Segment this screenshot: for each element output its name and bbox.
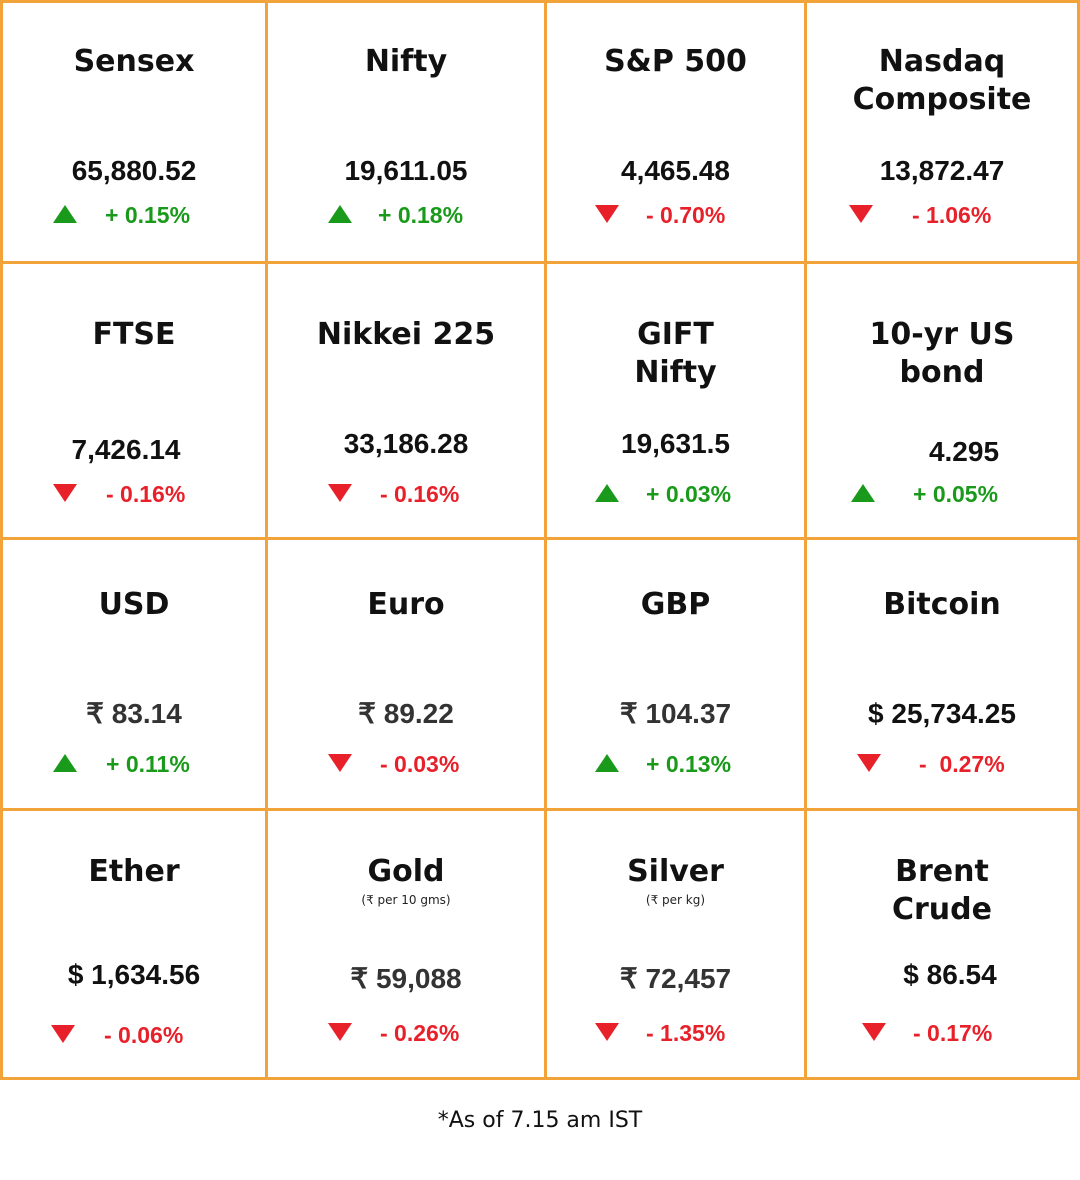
market-cell: 10-yr US bond 4.295 + 0.05% xyxy=(807,264,1077,537)
instrument-title: Euro xyxy=(367,587,445,622)
grid-line xyxy=(0,0,1080,3)
instrument-value: ₹ 83.14 xyxy=(86,698,182,729)
down-arrow-icon xyxy=(595,205,619,223)
instrument-title: S&P 500 xyxy=(604,44,747,79)
grid-line xyxy=(265,0,268,1080)
instrument-title: Sensex xyxy=(73,44,195,79)
instrument-title: Bitcoin xyxy=(883,587,1001,622)
market-cell: USD ₹ 83.14 + 0.11% xyxy=(3,540,265,808)
down-arrow-icon xyxy=(857,754,881,772)
instrument-title: Nasdaq Composite xyxy=(852,44,1032,117)
market-cell: FTSE 7,426.14 - 0.16% xyxy=(3,264,265,537)
up-arrow-icon xyxy=(53,754,77,772)
grid-line xyxy=(0,537,1080,540)
instrument-title: Gold xyxy=(367,854,445,889)
percent-change: - 0.70% xyxy=(646,202,726,228)
up-arrow-icon xyxy=(53,205,77,223)
percent-change: - 0.06% xyxy=(104,1022,184,1048)
market-cell: Nikkei 225 33,186.28 - 0.16% xyxy=(268,264,544,537)
percent-change: + 0.03% xyxy=(646,481,732,507)
instrument-title: Silver xyxy=(627,854,724,889)
up-arrow-icon xyxy=(595,754,619,772)
percent-change: - 0.16% xyxy=(380,481,460,507)
market-cell: S&P 500 4,465.48 - 0.70% xyxy=(547,3,804,261)
instrument-title: GIFT Nifty xyxy=(634,317,717,390)
percent-change: + 0.18% xyxy=(378,202,464,228)
percent-change: - 1.35% xyxy=(646,1020,726,1046)
down-arrow-icon xyxy=(53,484,77,502)
percent-change: - 0.03% xyxy=(380,751,460,777)
up-arrow-icon xyxy=(595,484,619,502)
percent-change: - 0.27% xyxy=(919,751,1005,777)
percent-change: - 0.17% xyxy=(913,1020,993,1046)
instrument-value: ₹ 59,088 xyxy=(350,963,462,994)
percent-change: + 0.15% xyxy=(105,202,191,228)
down-arrow-icon xyxy=(849,205,873,223)
market-cell: Euro ₹ 89.22 - 0.03% xyxy=(268,540,544,808)
down-arrow-icon xyxy=(328,484,352,502)
market-cell: Brent Crude $ 86.54 - 0.17% xyxy=(807,811,1077,1077)
grid-line xyxy=(0,0,3,1080)
market-cell: Sensex 65,880.52 + 0.15% xyxy=(3,3,265,261)
market-cell: Gold (₹ per 10 gms) ₹ 59,088 - 0.26% xyxy=(268,811,544,1077)
instrument-value: 19,611.05 xyxy=(344,155,468,186)
instrument-title: Nikkei 225 xyxy=(316,317,496,352)
instrument-title: GBP xyxy=(640,587,711,622)
instrument-title: FTSE xyxy=(92,317,176,352)
grid-line xyxy=(0,1077,1080,1080)
up-arrow-icon xyxy=(851,484,875,502)
market-cell: Nasdaq Composite 13,872.47 - 1.06% xyxy=(807,3,1077,261)
instrument-title: USD xyxy=(98,587,170,622)
instrument-value: $ 86.54 xyxy=(903,959,997,990)
market-cell: Bitcoin $ 25,734.25 - 0.27% xyxy=(807,540,1077,808)
footnote: *As of 7.15 am IST xyxy=(437,1108,643,1133)
instrument-value: $ 1,634.56 xyxy=(67,959,201,990)
instrument-value: 65,880.52 xyxy=(71,155,197,186)
market-cell: GBP ₹ 104.37 + 0.13% xyxy=(547,540,804,808)
percent-change: + 0.05% xyxy=(913,481,999,507)
instrument-unit: (₹ per kg) xyxy=(645,893,706,907)
market-cell: Ether $ 1,634.56 - 0.06% xyxy=(3,811,265,1077)
instrument-value: 13,872.47 xyxy=(879,155,1005,186)
market-cell: Nifty 19,611.05 + 0.18% xyxy=(268,3,544,261)
instrument-value: 7,426.14 xyxy=(71,434,181,465)
instrument-value: ₹ 89.22 xyxy=(358,698,454,729)
percent-change: + 0.11% xyxy=(106,751,190,777)
instrument-value: 4.295 xyxy=(928,436,1000,467)
down-arrow-icon xyxy=(328,754,352,772)
market-grid: Sensex 65,880.52 + 0.15% Nifty 19,611.05 + 0.… xyxy=(0,0,1080,1080)
instrument-unit: (₹ per 10 gms) xyxy=(361,893,451,907)
grid-line xyxy=(544,0,547,1080)
grid-line xyxy=(1077,0,1080,1080)
instrument-value: 4,465.48 xyxy=(621,155,730,186)
percent-change: + 0.13% xyxy=(646,751,732,777)
grid-line xyxy=(804,0,807,1080)
up-arrow-icon xyxy=(328,205,352,223)
market-cell: GIFT Nifty 19,631.5 + 0.03% xyxy=(547,264,804,537)
percent-change: - 0.26% xyxy=(380,1020,460,1046)
grid-line xyxy=(0,808,1080,811)
percent-change: - 1.06% xyxy=(912,202,992,228)
instrument-title: Nifty xyxy=(364,44,448,79)
instrument-value: 19,631.5 xyxy=(621,428,730,459)
down-arrow-icon xyxy=(862,1023,886,1041)
instrument-title: Brent Crude xyxy=(892,854,992,927)
instrument-value: ₹ 104.37 xyxy=(619,698,732,729)
instrument-value: $ 25,734.25 xyxy=(868,698,1016,729)
percent-change: - 0.16% xyxy=(106,481,186,507)
down-arrow-icon xyxy=(328,1023,352,1041)
instrument-title: Ether xyxy=(88,854,180,889)
instrument-value: 33,186.28 xyxy=(343,428,469,459)
instrument-title: 10-yr US bond xyxy=(869,317,1015,390)
grid-line xyxy=(0,261,1080,264)
instrument-value: ₹ 72,457 xyxy=(619,963,732,994)
down-arrow-icon xyxy=(51,1025,75,1043)
market-cell: Silver (₹ per kg) ₹ 72,457 - 1.35% xyxy=(547,811,804,1077)
down-arrow-icon xyxy=(595,1023,619,1041)
